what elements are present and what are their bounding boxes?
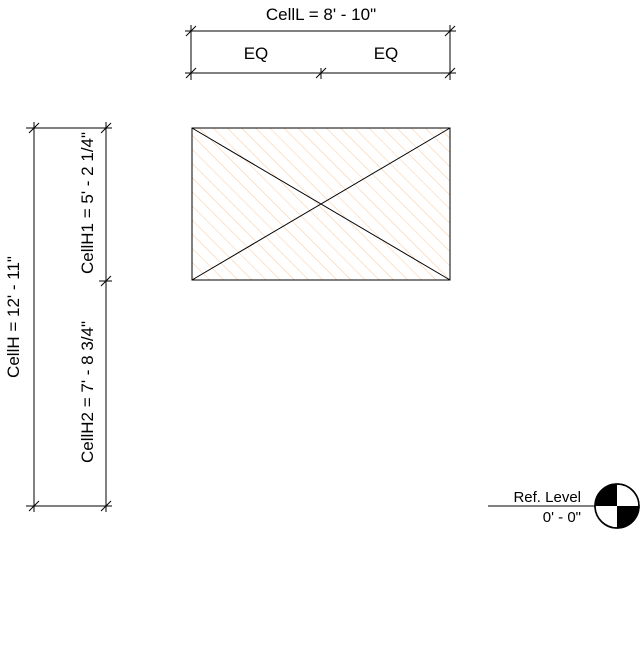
cell-height-2-label: CellH2 = 7' - 8 3/4" xyxy=(78,321,97,463)
cell-length-dimension: CellL = 8' - 10" xyxy=(185,5,456,80)
cell-height-label: CellH = 12' - 11" xyxy=(4,256,23,378)
eq-left-label: EQ xyxy=(244,44,269,63)
cell-height-1-label: CellH1 = 5' - 2 1/4" xyxy=(78,132,97,274)
hatched-opening xyxy=(191,127,451,281)
eq-right-label: EQ xyxy=(374,44,399,63)
cell-length-label: CellL = 8' - 10" xyxy=(266,5,376,24)
eq-dimension: EQ EQ xyxy=(185,44,456,79)
cell-height-split-dimension: CellH1 = 5' - 2 1/4" CellH2 = 7' - 8 3/4… xyxy=(78,122,112,512)
level-marker: Ref. Level 0' - 0" xyxy=(488,483,640,529)
level-target-icon xyxy=(594,483,640,529)
cell-height-dimension: CellH = 12' - 11" xyxy=(4,122,112,512)
level-name-label: Ref. Level xyxy=(513,489,581,506)
level-elevation-label: 0' - 0" xyxy=(543,509,581,526)
